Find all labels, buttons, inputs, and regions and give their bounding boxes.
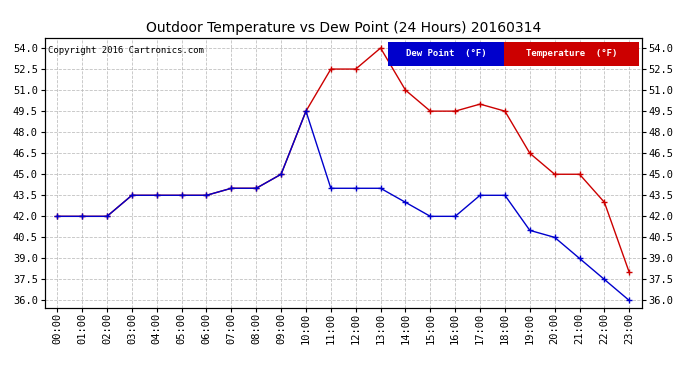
Title: Outdoor Temperature vs Dew Point (24 Hours) 20160314: Outdoor Temperature vs Dew Point (24 Hou…: [146, 21, 541, 35]
FancyBboxPatch shape: [504, 42, 639, 66]
Text: Temperature  (°F): Temperature (°F): [526, 49, 618, 58]
Text: Copyright 2016 Cartronics.com: Copyright 2016 Cartronics.com: [48, 46, 204, 55]
FancyBboxPatch shape: [388, 42, 504, 66]
Text: Dew Point  (°F): Dew Point (°F): [406, 49, 486, 58]
